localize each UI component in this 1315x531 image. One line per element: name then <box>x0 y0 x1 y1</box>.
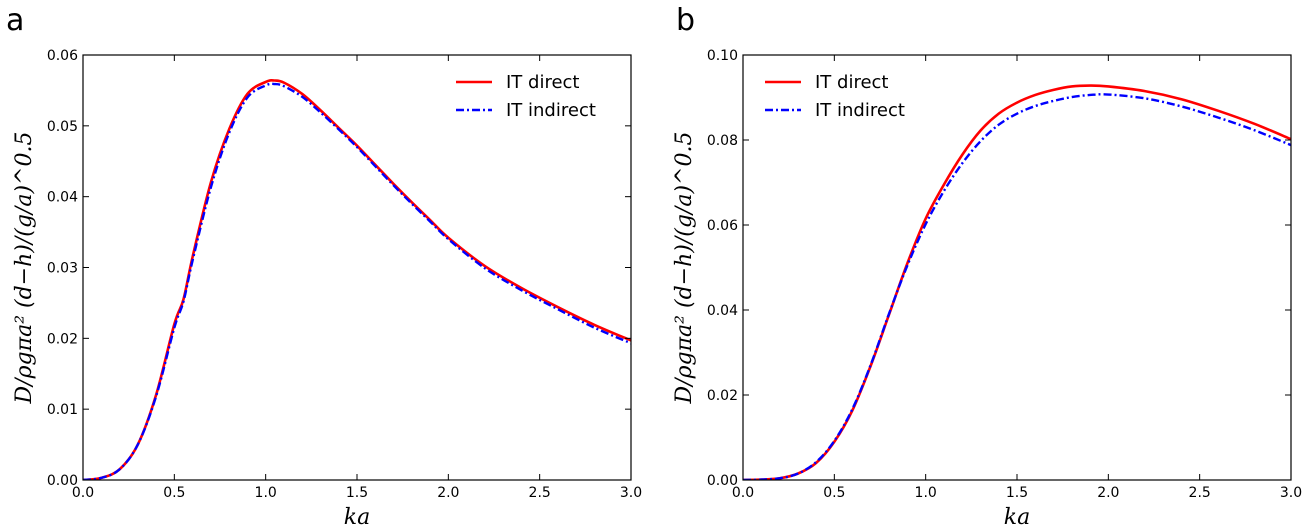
x-tick-label: 3.0 <box>620 485 642 501</box>
y-axis-label: D/ρgπa² (d−h)/(g/a)^0.5 <box>12 132 37 405</box>
y-tick-label: 0.02 <box>47 331 78 347</box>
x-tick-label: 0.5 <box>163 485 185 501</box>
x-tick-label: 2.0 <box>1097 485 1119 501</box>
series-line-it-indirect <box>83 82 631 480</box>
y-tick-label: 0.05 <box>47 119 78 135</box>
y-tick-label: 0.00 <box>707 473 738 489</box>
x-axis-label: ka <box>344 505 370 530</box>
x-axis-label: ka <box>1004 505 1030 530</box>
panel-b: b 0.0 0.5 1.0 1.5 2.0 2.5 3.00.000.020.040.060… <box>672 3 1302 530</box>
y-tick-label: 0.06 <box>707 218 738 234</box>
legend-label: IT indirect <box>815 100 905 121</box>
x-tick-label: 2.0 <box>437 485 459 501</box>
series-line-it-direct <box>83 79 631 480</box>
x-tick-label: 1.0 <box>255 485 277 501</box>
x-tick-label: 2.5 <box>529 485 551 501</box>
x-tick-label: 1.0 <box>915 485 937 501</box>
legend-label: IT direct <box>815 72 889 93</box>
series-line-it-direct <box>743 84 1291 480</box>
plot-area-b: 0.0 0.5 1.0 1.5 2.0 2.5 3.0 0.00 0.02 0.04 0.06 0.0… <box>672 48 1302 530</box>
legend: IT direct IT indirect <box>456 72 596 121</box>
x-tick-label: 0.0 <box>732 485 754 501</box>
x-tick-label: 1.5 <box>1006 485 1028 501</box>
legend-label: IT direct <box>506 72 580 93</box>
x-tick-label: 2.5 <box>1189 485 1211 501</box>
y-tick-label: 0.00 <box>47 473 78 489</box>
y-tick-label: 0.03 <box>47 261 78 277</box>
y-tick-label: 0.02 <box>707 388 738 404</box>
y-tick-label: 0.04 <box>707 303 738 319</box>
x-tick-label: 3.0 <box>1280 485 1302 501</box>
series-line-it-indirect <box>743 93 1291 480</box>
panel-letter-a: a <box>6 3 24 38</box>
y-tick-label: 0.08 <box>707 133 738 149</box>
plot-area-a: 0.0 0.5 1.0 1.5 2.0 2.5 3.0 0.00 0.01 0.02 0.03 0.0… <box>12 48 642 530</box>
y-tick-label: 0.04 <box>47 190 78 206</box>
panel-letter-b: b <box>676 3 695 38</box>
x-tick-label: 1.5 <box>346 485 368 501</box>
panel-a: a 0.0 0.5 1.0 1.5 2.0 2.5 3.00.000.010.020.030… <box>6 3 642 530</box>
x-tick-label: 0.5 <box>823 485 845 501</box>
x-tick-label: 0.0 <box>72 485 94 501</box>
y-axis-label: D/ρgπa² (d−h)/(g/a)^0.5 <box>672 132 697 405</box>
y-tick-label: 0.10 <box>707 48 738 64</box>
legend: IT direct IT indirect <box>765 72 905 121</box>
y-tick-label: 0.01 <box>47 402 78 418</box>
legend-label: IT indirect <box>506 100 596 121</box>
y-tick-label: 0.06 <box>47 48 78 64</box>
